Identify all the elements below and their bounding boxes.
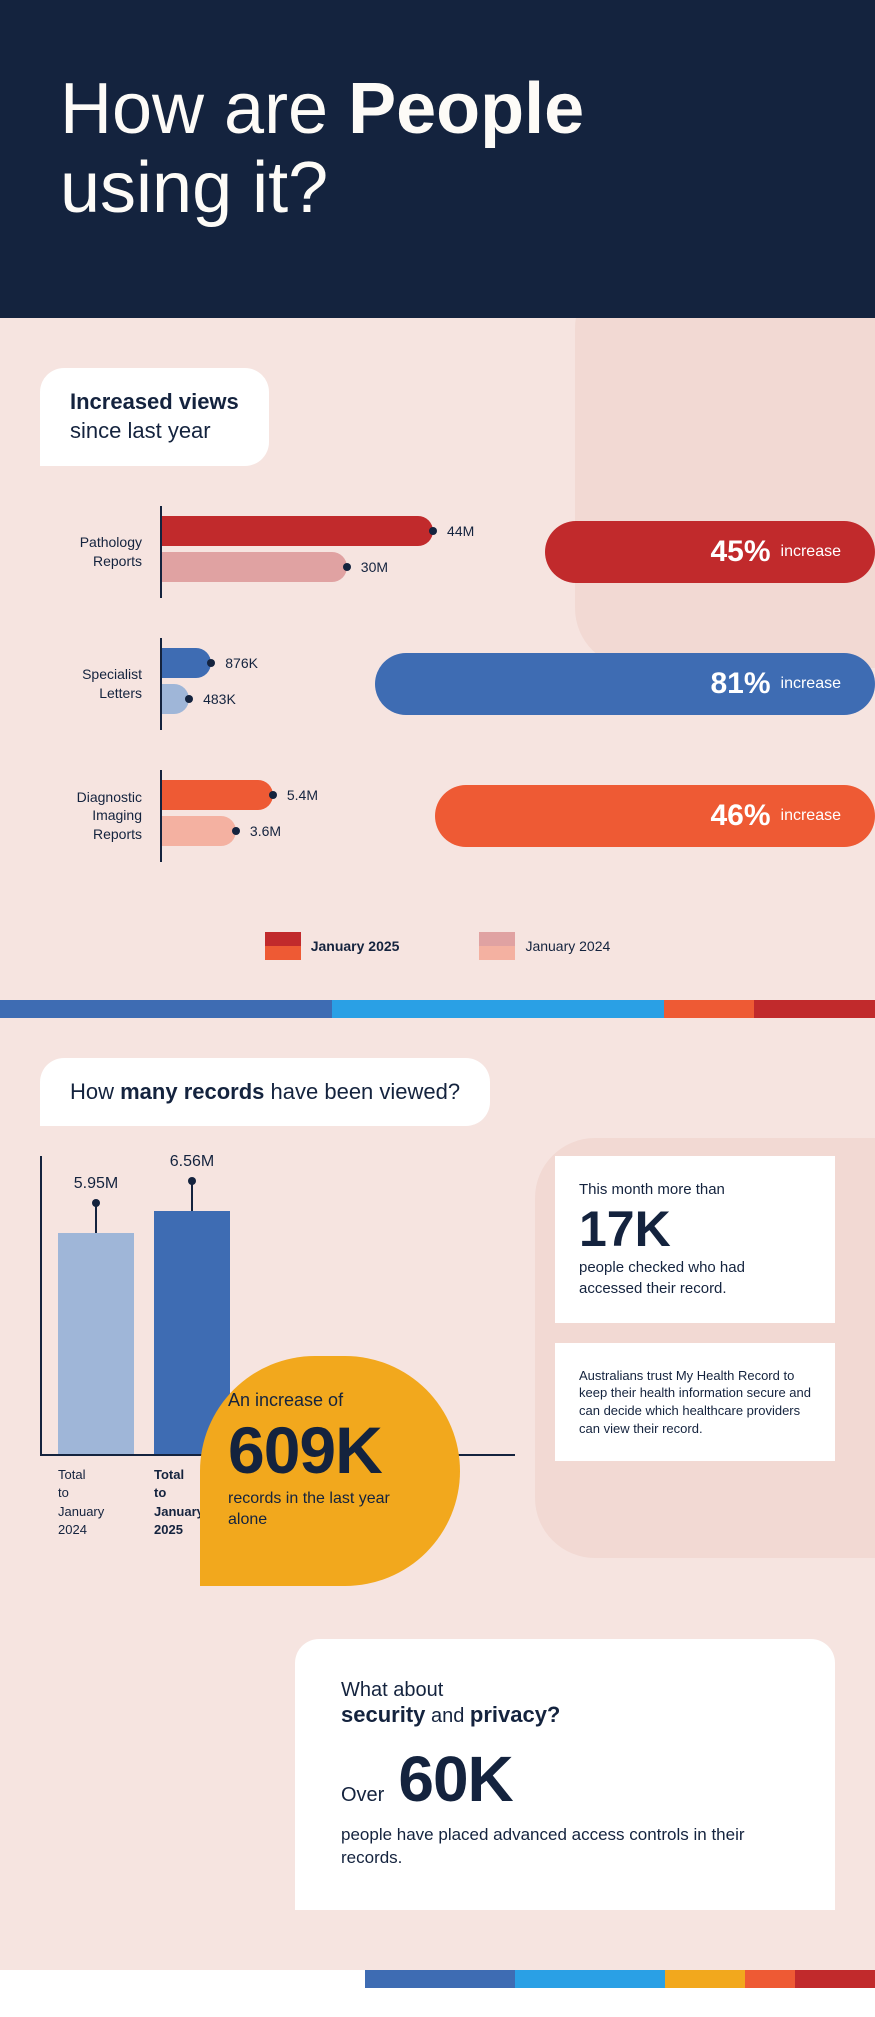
infographic: How are People using it? Increased views… [0, 0, 875, 1988]
secpriv-mid: and [425, 1705, 469, 1727]
secpriv-b2: privacy? [470, 1702, 561, 1727]
vbar-bar [58, 1233, 134, 1454]
legend-2024-label: January 2024 [525, 938, 610, 954]
section2-label: How many records have been viewed? [40, 1058, 490, 1127]
hbar-bar: 483K [162, 684, 189, 714]
hbar-row: Pathology Reports45%increase44M30M [40, 506, 835, 598]
hbar-axis: 46%increase5.4M3.6M [160, 770, 835, 862]
secpriv-over: Over [341, 1784, 384, 1807]
hero: How are People using it? [0, 0, 875, 318]
callout-big: 609K [228, 1417, 432, 1483]
section-records-viewed: How many records have been viewed? 5.95M… [0, 1018, 875, 1970]
section1-label: Increased views since last year [40, 368, 269, 465]
panel-17k: This month more than 17K people checked … [555, 1156, 835, 1323]
hbar-row: Diagnostic Imaging Reports46%increase5.4… [40, 770, 835, 862]
section1-label-rest: since last year [70, 418, 211, 443]
s2-label-bold: many records [120, 1079, 264, 1104]
hbar-value: 30M [361, 559, 388, 575]
section1-label-bold: Increased views [70, 389, 239, 414]
secpriv-heading: What about security and privacy? [341, 1679, 789, 1728]
hbar-value: 876K [225, 655, 258, 671]
p17k-big: 17K [579, 1204, 811, 1254]
callout-pre: An increase of [228, 1390, 432, 1411]
vbar-value: 6.56M [170, 1153, 214, 1171]
legend: January 2025 January 2024 [40, 902, 835, 1000]
hbar-axis: 45%increase44M30M [160, 506, 835, 598]
right-column: This month more than 17K people checked … [555, 1156, 835, 1539]
hbar-dot [343, 563, 351, 571]
hbar-bar: 876K [162, 648, 211, 678]
hero-title: How are People using it? [60, 70, 815, 228]
s2-label-post: have been viewed? [264, 1079, 460, 1104]
hbar-bar: 5.4M [162, 780, 273, 810]
hbar-bar: 3.6M [162, 816, 236, 846]
panel-trust: Australians trust My Health Record to ke… [555, 1343, 835, 1461]
s2-label-pre: How [70, 1079, 120, 1104]
legend-2025-label: January 2025 [311, 938, 400, 954]
section-increased-views: Increased views since last year Patholog… [0, 318, 875, 999]
hbar-value: 483K [203, 691, 236, 707]
hbar-value: 44M [447, 523, 474, 539]
stripe-divider-2 [0, 1970, 875, 1988]
p17k-post: people checked who had accessed their re… [579, 1258, 811, 1299]
hbar-value: 3.6M [250, 823, 281, 839]
hbar-dot [232, 827, 240, 835]
hbar-dot [207, 659, 215, 667]
hbar-axis: 81%increase876K483K [160, 638, 835, 730]
hbar-bar: 44M [162, 516, 433, 546]
legend-2024-swatch [479, 932, 515, 960]
hbar-dot [429, 527, 437, 535]
hbar-dot [269, 791, 277, 799]
callout-post: records in the last year alone [228, 1489, 432, 1531]
hbar-value: 5.4M [287, 787, 318, 803]
section2-grid: 5.95M6.56M TotaltoJanuary2024TotaltoJanu… [40, 1156, 835, 1539]
stripe-divider-1 [0, 1000, 875, 1018]
vbar-area: 5.95M6.56M TotaltoJanuary2024TotaltoJanu… [40, 1156, 515, 1539]
secpriv-big: 60K [398, 1742, 512, 1816]
secpriv-row: Over 60K [341, 1742, 789, 1816]
legend-2024: January 2024 [479, 932, 610, 960]
vbar-label: TotaltoJanuary2024 [58, 1466, 134, 1539]
hbar-bar: 30M [162, 552, 347, 582]
hbar-chart: Pathology Reports45%increase44M30MSpecia… [40, 506, 835, 862]
legend-2025-swatch [265, 932, 301, 960]
legend-2025: January 2025 [265, 932, 400, 960]
secpriv-sub: people have placed advanced access contr… [341, 1824, 789, 1870]
secpriv-pre: What about [341, 1679, 443, 1701]
p17k-pre: This month more than [579, 1180, 811, 1200]
hbar-row: Specialist Letters81%increase876K483K [40, 638, 835, 730]
vbar-value: 5.95M [74, 1175, 118, 1193]
hero-line1-pre: How are [60, 69, 348, 149]
hbar-dot [185, 695, 193, 703]
hero-line2: using it? [60, 148, 328, 228]
hbar-label: Specialist Letters [40, 665, 160, 701]
callout-609k: An increase of 609K records in the last … [200, 1356, 460, 1586]
vbar-col: 5.95M [58, 1175, 134, 1454]
panel-security-privacy: What about security and privacy? Over 60… [295, 1639, 835, 1910]
hbar-label: Pathology Reports [40, 533, 160, 569]
hero-line1-bold: People [348, 69, 584, 149]
hbar-label: Diagnostic Imaging Reports [40, 788, 160, 843]
secpriv-b1: security [341, 1702, 425, 1727]
